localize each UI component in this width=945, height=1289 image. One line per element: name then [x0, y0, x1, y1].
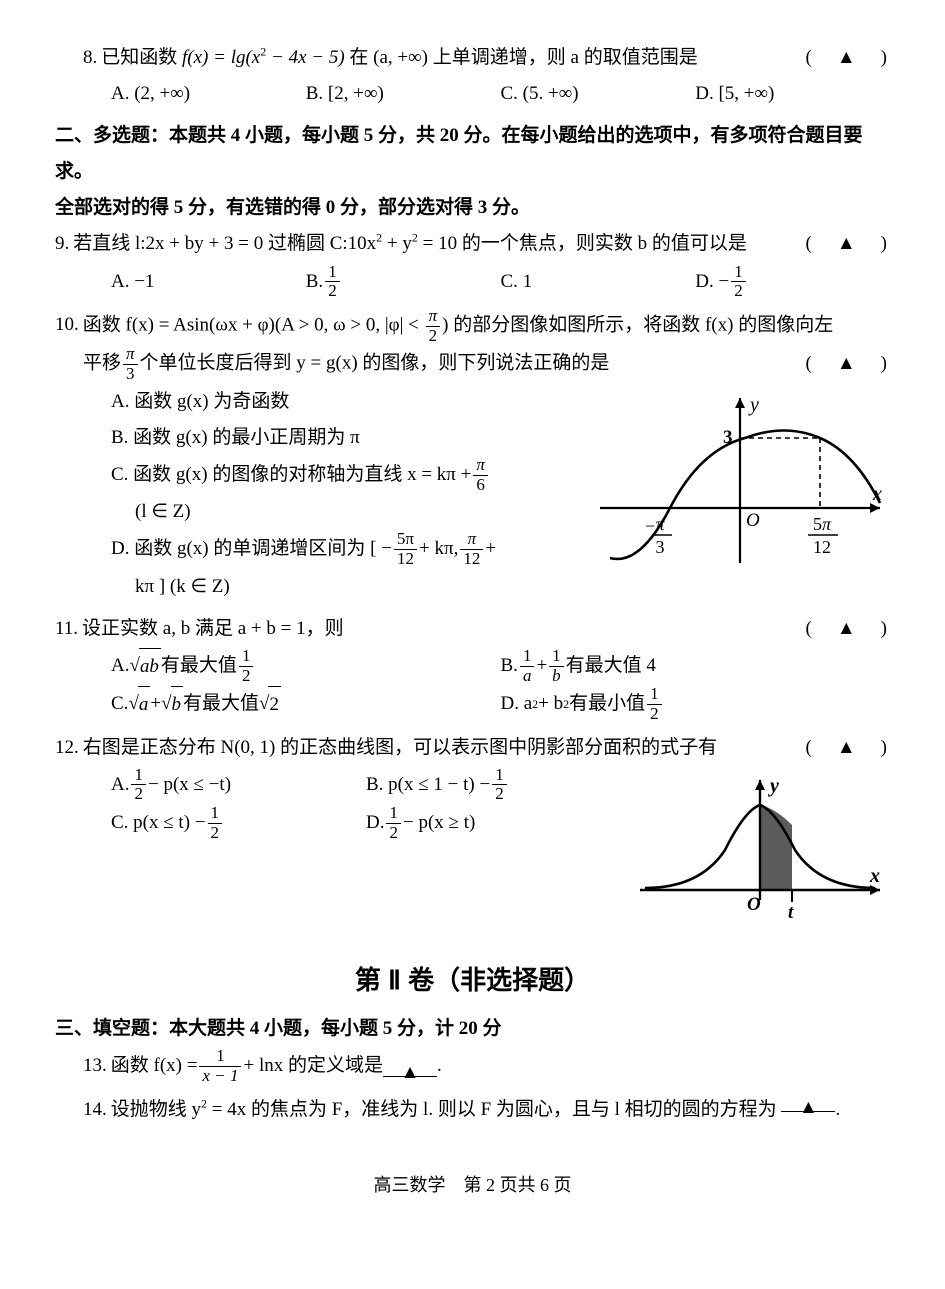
section-2-header: 二、多选题：本题共 4 小题，每小题 5 分，共 20 分。在每小题给出的选项中…	[55, 118, 890, 226]
svg-text:5π: 5π	[813, 514, 832, 534]
q9-options: A. −1 B. 12 C. 1 D. − 12	[55, 263, 890, 301]
answer-marker: ( ▲ )	[806, 346, 890, 382]
q11-stem: 设正实数 a, b 满足 a + b = 1，则	[82, 611, 797, 647]
q10-opt-d: D. 函数 g(x) 的单调递增区间为 [ − 5π12 + kπ, π12 +	[55, 530, 580, 568]
svg-text:π: π	[655, 514, 665, 534]
q8-options: A. (2, +∞) B. [2, +∞) C. (5. +∞) D. [5, …	[55, 76, 890, 112]
answer-marker: ( ▲ )	[806, 226, 890, 262]
svg-text:O: O	[746, 510, 760, 531]
q12-number: 12.	[55, 730, 79, 766]
q9-opt-c: C. 1	[501, 263, 696, 301]
q8-opt-b: B. [2, +∞)	[306, 76, 501, 112]
sine-svg: y x 3 O − π 3 5π 12	[590, 388, 890, 578]
fraction: 12	[731, 263, 746, 301]
q11-row1: A. ab 有最大值 12 B. 1a + 1b 有最大值 4	[55, 647, 890, 685]
q12-opt-c: C. p(x ≤ t) − 12	[111, 804, 366, 842]
q10-number: 10.	[55, 307, 79, 343]
q11-opt-d: D. a2 + b2 有最小值 12	[501, 685, 891, 723]
svg-text:O: O	[747, 894, 761, 915]
question-9: 9. 若直线 l:2x + by + 3 = 0 过椭圆 C:10x2 + y2…	[55, 226, 890, 300]
part-2-title: 第 Ⅱ 卷（非选择题）	[55, 956, 890, 1005]
q8-opt-d: D. [5, +∞)	[695, 76, 890, 112]
svg-text:y: y	[768, 775, 779, 797]
q11-opt-b: B. 1a + 1b 有最大值 4	[501, 647, 891, 685]
q9-stem: 若直线 l:2x + by + 3 = 0 过椭圆 C:10x2 + y2 = …	[73, 226, 797, 262]
q12-opt-b: B. p(x ≤ 1 − t) − 12	[366, 766, 509, 804]
q10-sine-graph: y x 3 O − π 3 5π 12	[590, 388, 890, 591]
question-11: 11. 设正实数 a, b 满足 a + b = 1，则 ( ▲ ) A. ab…	[55, 611, 890, 724]
question-8: 8. 已知函数 f(x) = lg(x2 − 4x − 5) 在 (a, +∞)…	[55, 40, 890, 112]
answer-marker: ( ▲ )	[806, 40, 890, 76]
q12-stem: 右图是正态分布 N(0, 1) 的正态曲线图，可以表示图中阴影部分面积的式子有	[83, 730, 798, 766]
exam-page: 8. 已知函数 f(x) = lg(x2 − 4x − 5) 在 (a, +∞)…	[0, 0, 945, 1289]
q12-opt-d: D. 12 − p(x ≥ t)	[366, 804, 475, 842]
question-13: 13. 函数 f(x) = 1x − 1 + lnx 的定义域是 ▲ .	[55, 1047, 890, 1085]
answer-marker: ( ▲ )	[806, 611, 890, 647]
q9-opt-a: A. −1	[111, 263, 306, 301]
question-14: 14. 设抛物线 y2 = 4x 的焦点为 F，准线为 l. 则以 F 为圆心，…	[55, 1092, 890, 1128]
q9-number: 9.	[55, 226, 69, 262]
q8-number: 8.	[83, 40, 97, 76]
q12-row2: C. p(x ≤ t) − 12 D. 12 − p(x ≥ t)	[55, 804, 620, 842]
q9-opt-b: B. 12	[306, 263, 501, 301]
q10-stem: 函数 f(x) = Asin(ωx + φ)(A > 0, ω > 0, |φ|…	[83, 307, 890, 345]
svg-text:12: 12	[813, 537, 831, 557]
q12-normal-graph: y x O t	[630, 770, 890, 938]
q11-opt-a: A. ab 有最大值 12	[111, 647, 501, 685]
q8-opt-c: C. (5. +∞)	[501, 76, 696, 112]
q11-number: 11.	[55, 611, 78, 647]
q8-opt-a: A. (2, +∞)	[111, 76, 306, 112]
q14-stem: 设抛物线 y2 = 4x 的焦点为 F，准线为 l. 则以 F 为圆心，且与 l…	[111, 1092, 890, 1128]
svg-text:3: 3	[723, 427, 733, 448]
q12-row1: A. 12 − p(x ≤ −t) B. p(x ≤ 1 − t) − 12	[55, 766, 620, 804]
question-12: 12. 右图是正态分布 N(0, 1) 的正态曲线图，可以表示图中阴影部分面积的…	[55, 730, 890, 942]
fraction: 12	[325, 263, 340, 301]
q8-stem: 已知函数 f(x) = lg(x2 − 4x − 5) 在 (a, +∞) 上单…	[101, 40, 797, 76]
q10-opt-c: C. 函数 g(x) 的图像的对称轴为直线 x = kπ + π6	[55, 456, 580, 494]
q12-opt-a: A. 12 − p(x ≤ −t)	[111, 766, 366, 804]
section-3-header: 三、填空题：本大题共 4 小题，每小题 5 分，计 20 分	[55, 1011, 890, 1047]
fill-blank: ▲	[383, 1057, 437, 1077]
q13-stem: 函数 f(x) = 1x − 1 + lnx 的定义域是 ▲ .	[111, 1047, 890, 1085]
q13-number: 13.	[83, 1048, 107, 1084]
svg-text:3: 3	[656, 537, 665, 557]
q11-row2: C. a + b 有最大值 2 D. a2 + b2 有最小值 12	[55, 685, 890, 723]
svg-text:x: x	[872, 483, 882, 505]
svg-text:x: x	[869, 865, 880, 887]
sqrt: ab	[129, 648, 160, 685]
svg-text:t: t	[788, 902, 794, 923]
q11-opt-c: C. a + b 有最大值 2	[111, 685, 501, 723]
answer-marker: ( ▲ )	[806, 730, 890, 766]
svg-text:y: y	[748, 394, 759, 416]
normal-svg: y x O t	[630, 770, 890, 925]
svg-text:−: −	[645, 516, 655, 536]
question-10: 10. 函数 f(x) = Asin(ωx + φ)(A > 0, ω > 0,…	[55, 307, 890, 605]
fill-blank: ▲	[781, 1092, 835, 1112]
q9-opt-d: D. − 12	[695, 263, 890, 301]
page-footer: 高三数学 第 2 页共 6 页	[55, 1168, 890, 1202]
q14-number: 14.	[83, 1092, 107, 1128]
